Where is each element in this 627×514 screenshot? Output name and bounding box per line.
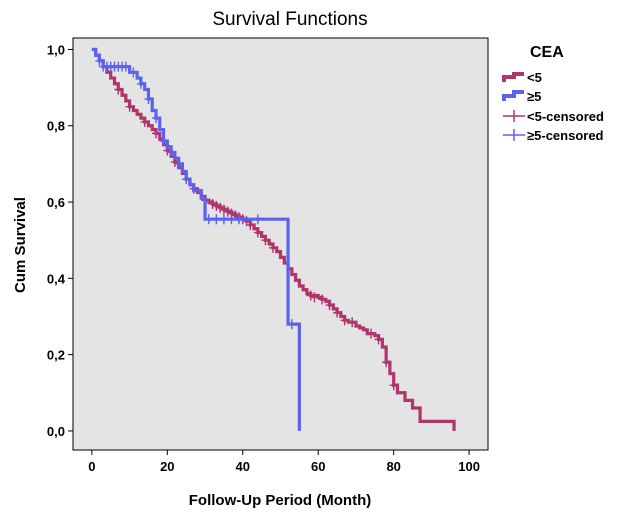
censor-mark-ge5 (167, 147, 176, 158)
censor-mark-lt5 (261, 235, 270, 246)
censor-mark-ge5 (287, 319, 296, 330)
censor-mark-lt5 (216, 202, 225, 213)
legend-entry-lt5-censored: <5-censored (503, 109, 604, 124)
censor-mark-lt5 (310, 292, 319, 303)
censor-mark-lt5 (318, 294, 326, 305)
legend-entry-ge5: ≥5 (502, 89, 541, 104)
x-tick-label: 80 (386, 459, 400, 474)
legend-label-ge5-censored: ≥5-censored (527, 128, 604, 143)
x-tick-label: 0 (88, 459, 95, 474)
censor-mark-lt5 (374, 334, 383, 345)
legend-line-ge5 (502, 90, 524, 101)
censor-mark-lt5 (340, 315, 349, 326)
legend-line-lt5 (502, 72, 524, 82)
censor-mark-ge5 (174, 158, 183, 169)
censor-mark-ge5 (235, 214, 243, 225)
censor-mark-lt5 (253, 227, 262, 238)
y-tick-label: 0,4 (47, 271, 66, 286)
legend: CEA <5 ≥5 <5-censored ≥5-censored (502, 44, 604, 143)
chart-title: Survival Functions (212, 9, 367, 30)
censor-mark-lt5 (268, 242, 277, 253)
y-tick-label: 0,6 (47, 195, 65, 210)
y-tick-label: 0,2 (47, 348, 65, 363)
x-tick-label: 20 (160, 459, 174, 474)
censor-mark-lt5 (325, 300, 334, 311)
y-axis-label: Cum Survival (12, 197, 29, 293)
censor-mark-lt5 (114, 84, 123, 95)
censor-mark-ge5 (212, 214, 221, 225)
censor-mark-lt5 (389, 380, 398, 391)
censor-mark-lt5 (333, 307, 342, 318)
x-tick-label: 60 (311, 459, 325, 474)
censor-mark-ge5 (219, 214, 228, 225)
censor-mark-lt5 (152, 128, 160, 139)
legend-title: CEA (530, 44, 564, 61)
series-ge5 (91, 47, 301, 431)
x-tick-label: 100 (458, 459, 480, 474)
censor-mark-lt5 (306, 290, 315, 301)
censor-mark-lt5 (212, 200, 221, 211)
censor-mark-ge5 (152, 113, 160, 124)
censor-mark-lt5 (219, 204, 228, 215)
y-tick-label: 1,0 (47, 42, 65, 57)
y-tick-label: 0,0 (47, 424, 65, 439)
legend-entry-ge5-censored: ≥5-censored (503, 128, 604, 143)
censor-mark-ge5 (227, 214, 236, 225)
censor-mark-lt5 (246, 219, 255, 230)
censor-mark-ge5 (204, 214, 213, 225)
censor-mark-lt5 (140, 116, 149, 127)
censor-mark-lt5 (382, 357, 391, 368)
legend-label-lt5: <5 (527, 70, 542, 85)
y-tick-label: 0,8 (47, 119, 65, 134)
x-axis: 0 20 40 60 80 100 (88, 450, 480, 474)
y-axis: 0,0 0,2 0,4 0,6 0,8 1,0 (47, 42, 73, 439)
plot-area (72, 37, 489, 451)
censor-mark-ge5 (121, 61, 130, 72)
censor-mark-ge5 (253, 214, 262, 225)
censor-mark-ge5 (144, 94, 153, 105)
censor-mark-ge5 (159, 136, 168, 146)
censor-mark-lt5 (348, 317, 357, 328)
series-layer (91, 47, 456, 431)
censor-mark-ge5 (136, 78, 145, 89)
legend-label-ge5: ≥5 (527, 89, 541, 104)
legend-label-lt5-censored: <5-censored (527, 109, 604, 124)
censor-mark-lt5 (223, 206, 232, 217)
x-tick-label: 40 (236, 459, 250, 474)
legend-entry-lt5: <5 (502, 70, 542, 85)
censor-mark-lt5 (125, 101, 134, 112)
censor-mark-ge5 (95, 55, 104, 66)
censor-mark-ge5 (129, 67, 138, 78)
censor-mark-lt5 (208, 198, 217, 209)
censor-mark-ge5 (182, 174, 191, 185)
x-axis-label: Follow-Up Period (Month) (189, 492, 371, 509)
censor-mark-lt5 (367, 328, 376, 339)
